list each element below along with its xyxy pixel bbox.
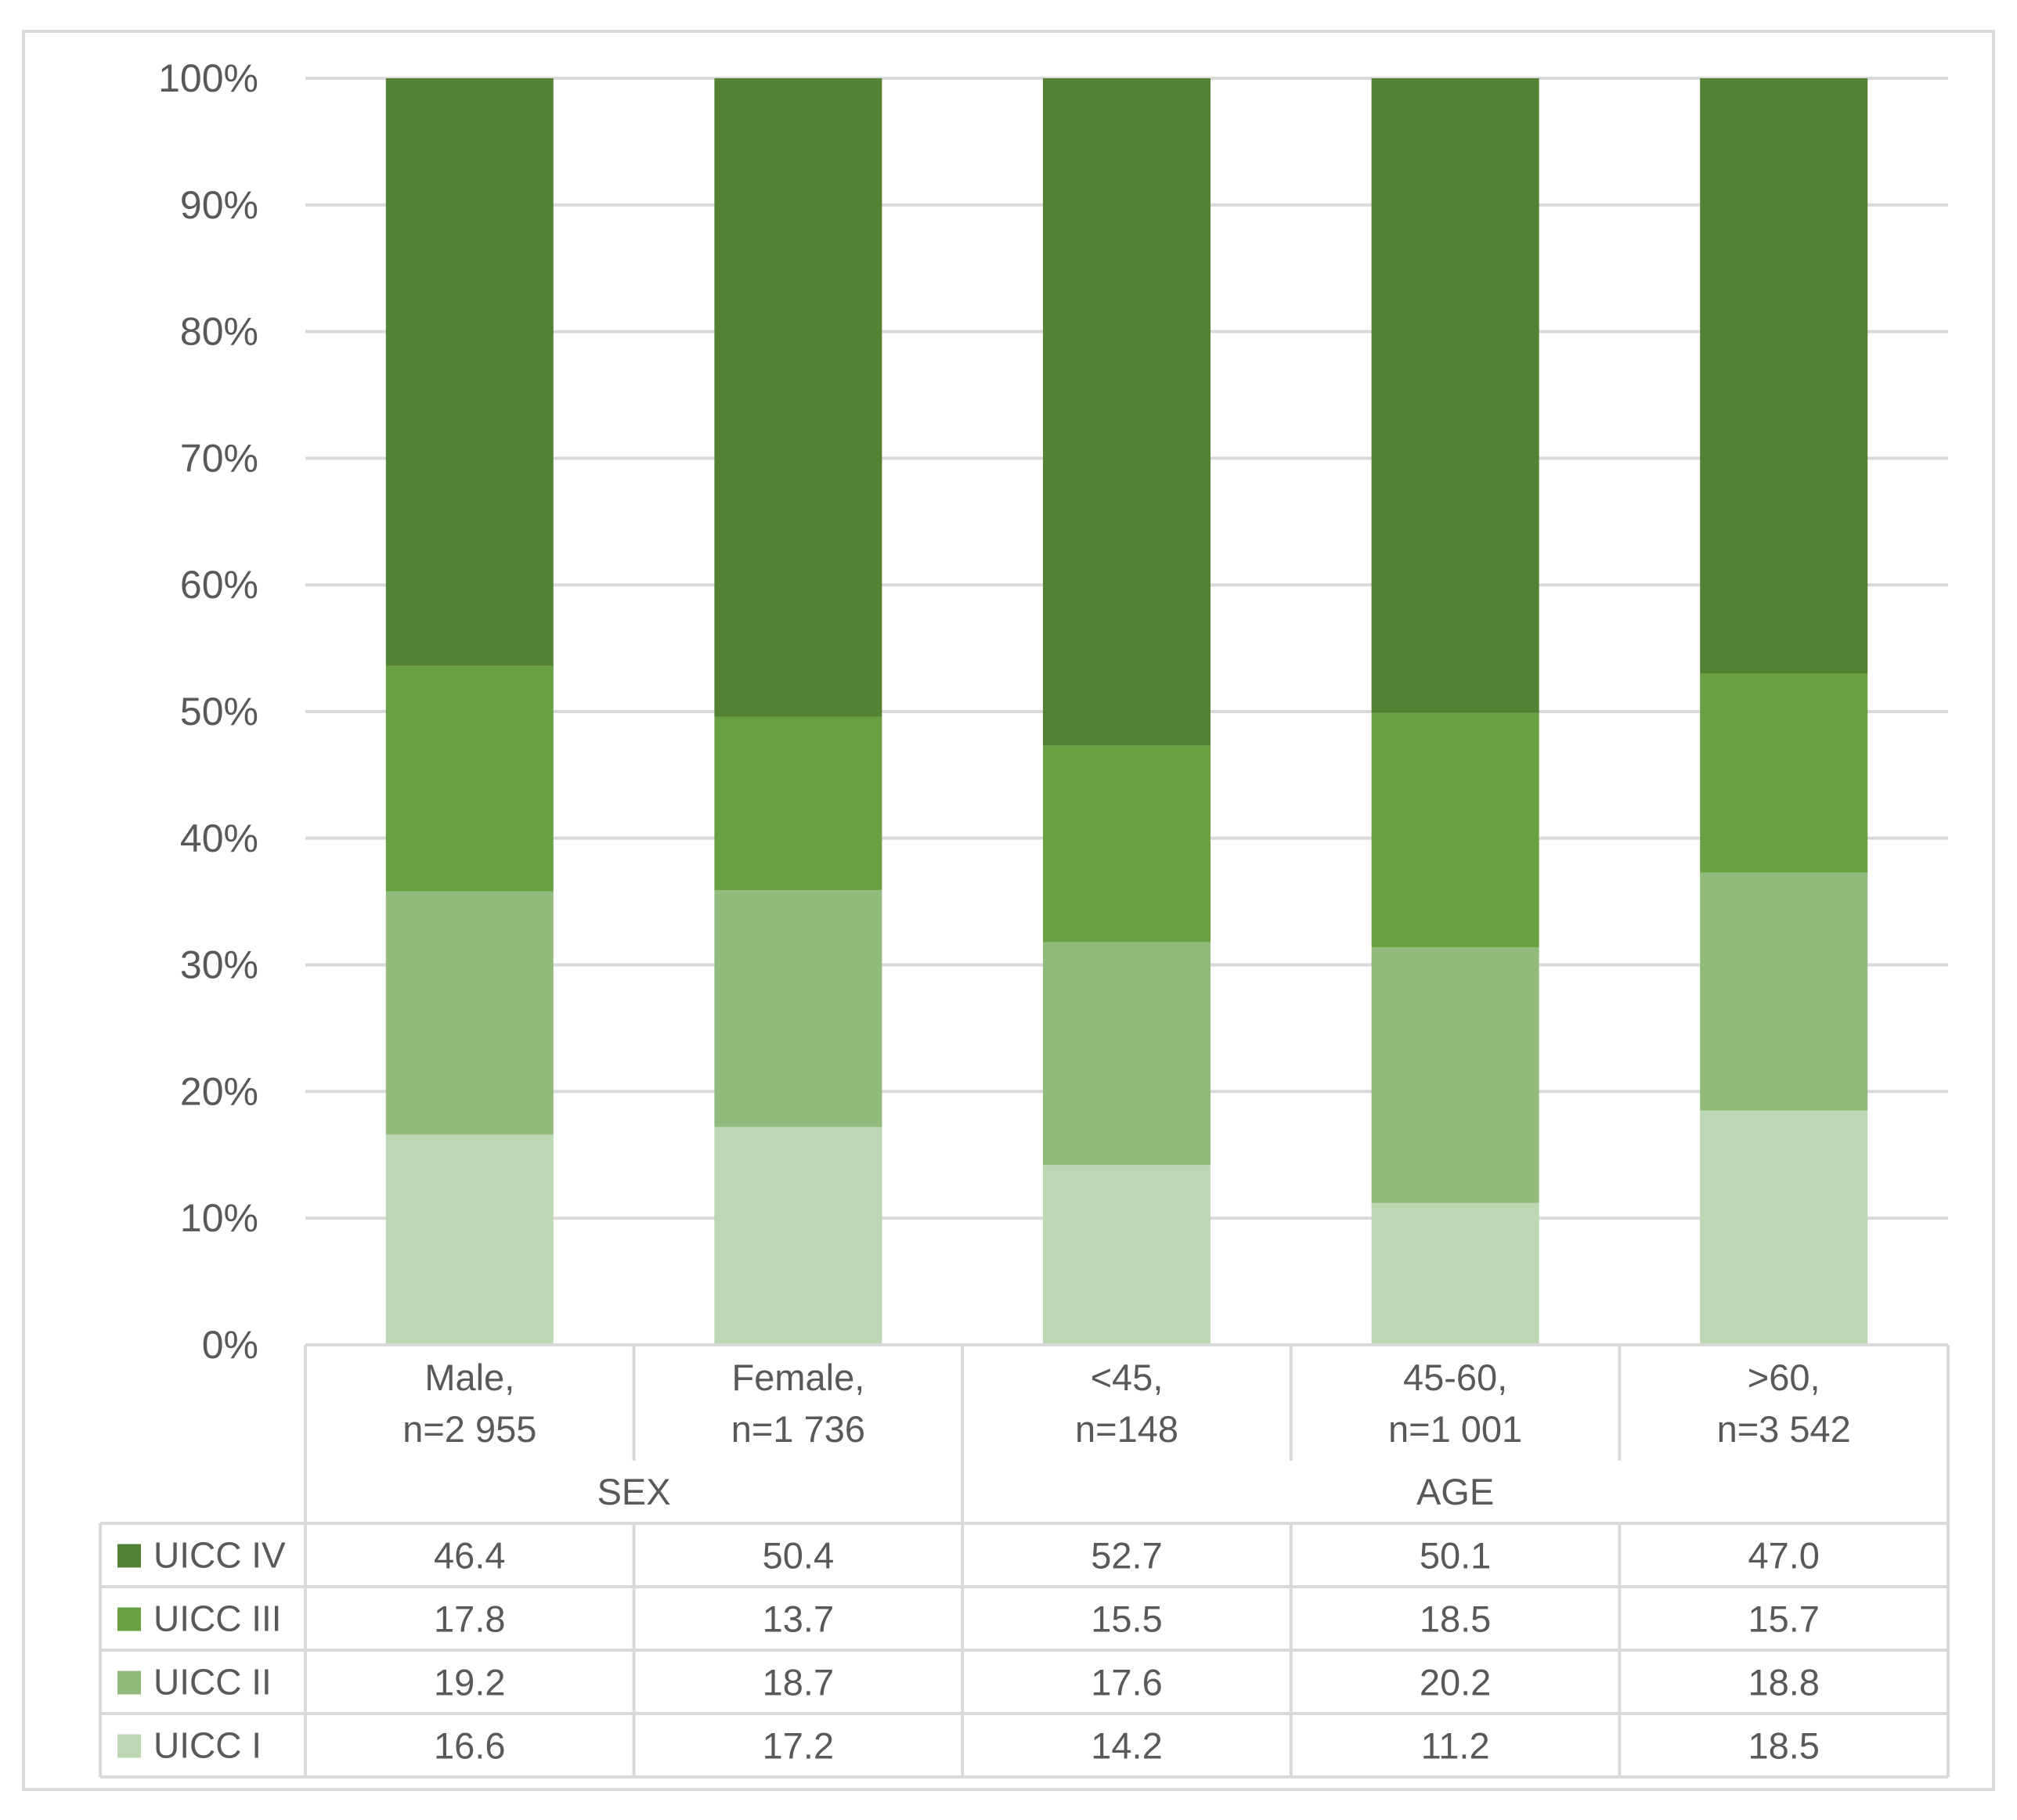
- bar-segment: [714, 1126, 882, 1345]
- y-tick-label: 20%: [180, 1069, 258, 1113]
- bar-segment: [385, 1134, 554, 1345]
- bar-segment: [1043, 942, 1211, 1166]
- y-tick-label: 70%: [180, 436, 258, 480]
- bar-segment: [1043, 745, 1211, 942]
- data-label: 18.8: [1748, 1662, 1819, 1703]
- legend-label: UICC III: [153, 1598, 282, 1639]
- legend-swatch: [117, 1670, 141, 1695]
- data-label: 50.1: [1420, 1535, 1491, 1577]
- group-label: AGE: [1416, 1471, 1494, 1512]
- legend-label: UICC IV: [153, 1535, 286, 1576]
- category-label: Male, n=2 955: [402, 1357, 536, 1450]
- category-label: 45-60, n=1 001: [1388, 1357, 1522, 1450]
- y-tick-label: 100%: [158, 56, 258, 100]
- data-label: 52.7: [1091, 1535, 1162, 1577]
- data-label: 17.6: [1091, 1662, 1162, 1703]
- y-tick-label: 60%: [180, 563, 258, 607]
- bar-segment: [1371, 946, 1539, 1203]
- data-label: 18.5: [1420, 1598, 1491, 1640]
- y-tick-label: 0%: [202, 1323, 258, 1367]
- data-label: 14.2: [1091, 1725, 1162, 1767]
- legend-swatch: [117, 1734, 141, 1758]
- data-label: 17.8: [434, 1598, 505, 1640]
- data-label: 11.2: [1421, 1725, 1490, 1767]
- bar-segment: [1700, 673, 1868, 873]
- bar-segment: [1700, 78, 1868, 674]
- bar-segment: [1371, 78, 1539, 713]
- legend-label: UICC I: [153, 1725, 262, 1766]
- bar-segment: [1043, 1165, 1211, 1345]
- group-label: SEX: [597, 1471, 671, 1512]
- y-tick-label: 10%: [180, 1196, 258, 1240]
- legend-label: UICC II: [153, 1662, 272, 1703]
- bar-segment: [1371, 1202, 1539, 1345]
- bar-segment: [714, 716, 882, 891]
- category-label: <45, n=148: [1075, 1357, 1178, 1450]
- data-label: 18.7: [763, 1662, 834, 1703]
- data-label: 15.7: [1748, 1598, 1819, 1640]
- bar-segment: [714, 78, 882, 717]
- bar-segment: [1371, 712, 1539, 947]
- category-label: Female, n=1 736: [731, 1357, 865, 1450]
- y-tick-label: 90%: [180, 183, 258, 227]
- data-label: 15.5: [1091, 1598, 1162, 1640]
- legend-swatch: [117, 1607, 141, 1631]
- data-label: 19.2: [434, 1662, 505, 1703]
- data-label: 17.2: [763, 1725, 834, 1767]
- data-label: 50.4: [763, 1535, 834, 1577]
- bar-segment: [385, 665, 554, 892]
- y-tick-label: 30%: [180, 943, 258, 987]
- legend-swatch: [117, 1544, 141, 1568]
- data-label: 18.5: [1748, 1725, 1819, 1767]
- y-tick-label: 40%: [180, 816, 258, 860]
- bar-segment: [714, 890, 882, 1127]
- y-tick-label: 80%: [180, 310, 258, 354]
- bar-segment: [385, 78, 554, 666]
- y-tick-label: 50%: [180, 690, 258, 733]
- bar-segment: [1043, 78, 1211, 746]
- chart-frame: [22, 30, 1995, 1791]
- bar-segment: [1700, 872, 1868, 1111]
- data-label: 13.7: [763, 1598, 834, 1640]
- category-label: >60, n=3 542: [1717, 1357, 1851, 1450]
- data-label: 47.0: [1748, 1535, 1819, 1577]
- data-label: 20.2: [1420, 1662, 1491, 1703]
- data-label: 16.6: [434, 1725, 505, 1767]
- data-label: 46.4: [434, 1535, 505, 1577]
- bar-segment: [385, 891, 554, 1135]
- bar-segment: [1700, 1110, 1868, 1345]
